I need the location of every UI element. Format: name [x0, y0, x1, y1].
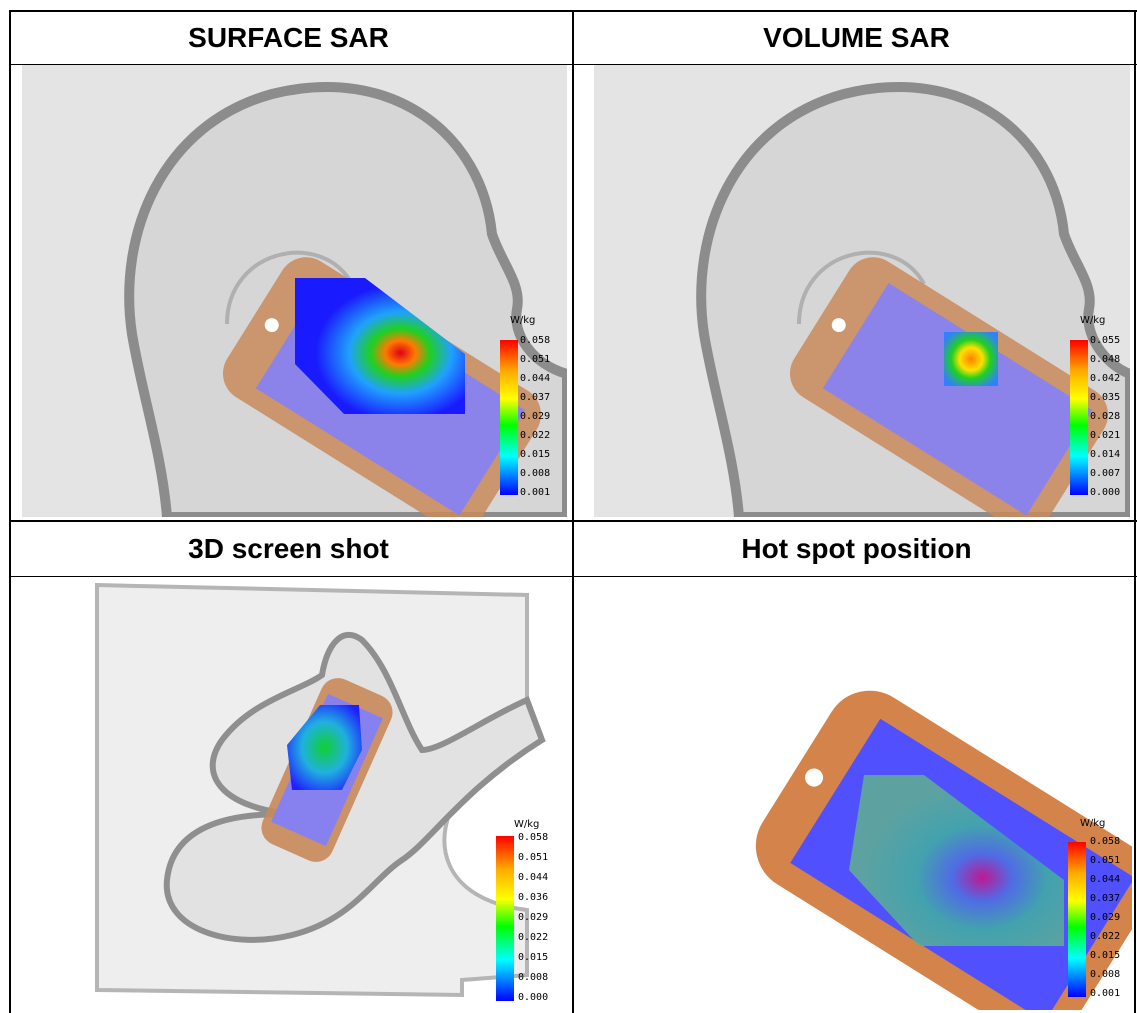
scale-label-5: 0.022: [518, 932, 548, 943]
scale-label-3: 0.035: [1090, 392, 1120, 403]
colorbar-unit: W/kg: [1080, 818, 1105, 829]
scale-label-6: 0.015: [518, 952, 548, 963]
scale-label-3: 0.037: [520, 392, 550, 403]
sar-heatmap: [849, 775, 1064, 946]
scale-label-6: 0.014: [1090, 449, 1120, 460]
scale-label-8: 0.000: [1090, 487, 1120, 498]
scale-label-5: 0.022: [1090, 931, 1120, 942]
scale-label-6: 0.015: [520, 449, 550, 460]
scale-label-8: 0.001: [1090, 988, 1120, 999]
scale-label-0: 0.058: [518, 832, 548, 843]
scale-label-8: 0.001: [520, 487, 550, 498]
colorbar: [500, 340, 518, 495]
surface-sar-image: W/kg 0.058 0.051 0.044 0.037 0.029 0.022…: [22, 64, 567, 517]
scale-label-4: 0.029: [520, 411, 550, 422]
scale-label-2: 0.044: [518, 872, 548, 883]
scale-label-7: 0.008: [1090, 969, 1120, 980]
cell-title-volume-sar: VOLUME SAR: [763, 22, 950, 53]
phone-screen: [822, 283, 1093, 516]
cell-title-surface-sar: SURFACE SAR: [188, 22, 389, 53]
sar-heatmap: [295, 278, 465, 414]
table-divider-row3: [9, 576, 1137, 577]
3d-screen-shot-image: W/kg 0.058 0.051 0.044 0.036 0.029 0.022…: [22, 580, 567, 1010]
scale-label-4: 0.028: [1090, 411, 1120, 422]
scale-label-7: 0.007: [1090, 468, 1120, 479]
scale-label-1: 0.051: [520, 354, 550, 365]
scale-label-0: 0.055: [1090, 335, 1120, 346]
scale-label-1: 0.048: [1090, 354, 1120, 365]
colorbar-unit: W/kg: [1080, 315, 1105, 326]
table-divider-vertical: [572, 10, 574, 1013]
sar-heatmap: [287, 705, 362, 790]
sar-heatmap: [944, 332, 998, 386]
scale-label-4: 0.029: [518, 912, 548, 923]
scale-label-7: 0.008: [520, 468, 550, 479]
scale-label-2: 0.042: [1090, 373, 1120, 384]
scale-label-1: 0.051: [1090, 855, 1120, 866]
cell-title-3d-screen-shot: 3D screen shot: [188, 533, 389, 564]
scale-label-5: 0.021: [1090, 430, 1120, 441]
scale-label-5: 0.022: [520, 430, 550, 441]
scale-label-0: 0.058: [520, 335, 550, 346]
table-divider-row2: [9, 520, 1137, 522]
scale-label-2: 0.044: [1090, 874, 1120, 885]
scale-label-2: 0.044: [520, 373, 550, 384]
colorbar: [1070, 340, 1088, 495]
colorbar: [1068, 842, 1086, 997]
scale-label-3: 0.037: [1090, 893, 1120, 904]
volume-sar-image: W/kg 0.055 0.048 0.042 0.035 0.028 0.021…: [594, 64, 1130, 517]
scale-label-4: 0.029: [1090, 912, 1120, 923]
scale-label-8: 0.000: [518, 992, 548, 1003]
scale-label-6: 0.015: [1090, 950, 1120, 961]
colorbar-unit: W/kg: [510, 315, 535, 326]
table-border-right: [1134, 10, 1136, 1013]
scale-label-1: 0.051: [518, 852, 548, 863]
cell-title-hot-spot-position: Hot spot position: [741, 533, 972, 564]
hot-spot-position-image: W/kg 0.058 0.051 0.044 0.037 0.029 0.022…: [594, 580, 1132, 1010]
scale-label-3: 0.036: [518, 892, 548, 903]
colorbar: [496, 836, 514, 1001]
colorbar-unit: W/kg: [514, 819, 539, 830]
scale-label-7: 0.008: [518, 972, 548, 983]
table-border-left: [9, 10, 11, 1013]
table-divider-row1: [9, 64, 1137, 65]
scale-label-0: 0.058: [1090, 836, 1120, 847]
